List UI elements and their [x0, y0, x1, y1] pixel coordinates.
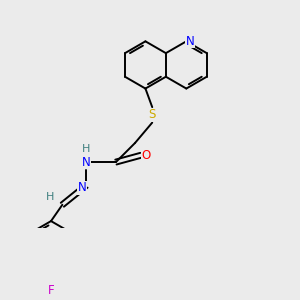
Text: F: F: [48, 284, 54, 298]
Text: N: N: [186, 35, 194, 48]
Text: H: H: [82, 144, 90, 154]
Text: N: N: [78, 182, 87, 194]
Text: N: N: [82, 156, 90, 169]
Text: O: O: [142, 149, 151, 162]
Text: S: S: [148, 108, 156, 122]
Text: H: H: [46, 192, 54, 202]
